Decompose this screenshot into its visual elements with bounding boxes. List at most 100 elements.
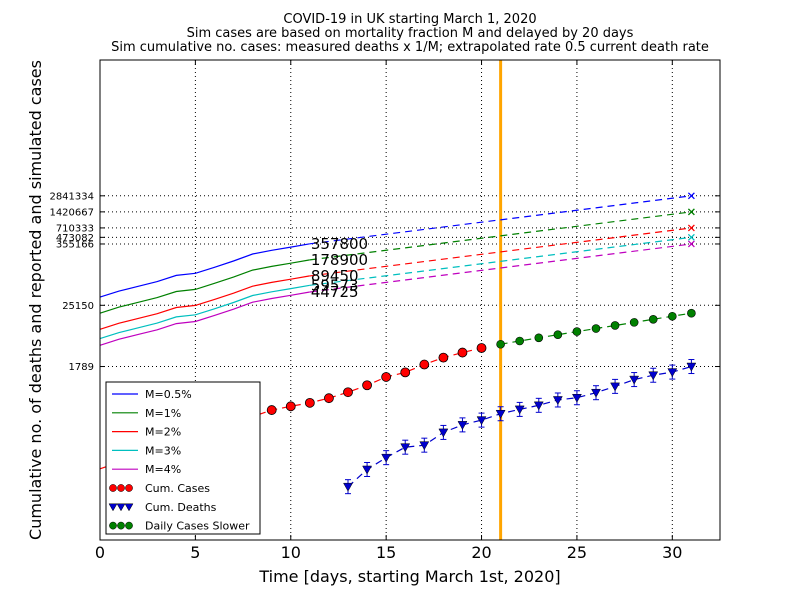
- x-tick-label: 20: [471, 543, 491, 562]
- daily-cases-slower-point: [610, 321, 620, 330]
- legend-label-1: M=0.5%: [145, 388, 192, 401]
- series-end-label-2: 178900: [311, 251, 368, 269]
- series-end-marker-1: [687, 192, 695, 200]
- series-extrapolation-5: [309, 243, 692, 293]
- cum-deaths-point: [457, 421, 468, 430]
- series-end-label-1: 357800: [311, 235, 368, 253]
- plot-frame: [99, 59, 721, 541]
- cum-cases-point: [266, 405, 277, 415]
- daily-cases-slower-point: [668, 311, 677, 321]
- x-axis-ticks: 0 5 10 15 20 25 30: [95, 60, 682, 562]
- legend-marker-cum-deaths: [116, 503, 126, 512]
- legend-label-3: M=2%: [145, 426, 181, 439]
- legend-marker-cum-cases: [109, 484, 117, 492]
- cum-deaths-point: [571, 393, 582, 403]
- x-tick-label: 0: [95, 543, 105, 562]
- legend-marker-cum-deaths: [108, 503, 118, 512]
- cum-cases-point: [343, 387, 353, 398]
- series-extrapolation-3: [309, 227, 692, 277]
- series-line-4: [99, 284, 310, 340]
- title-line-2: Sim cases are based on mortality fractio…: [187, 26, 634, 41]
- series-end-marker-5: [687, 240, 695, 248]
- y-tick-label: 1420667: [49, 207, 94, 218]
- legend-marker-daily-cases-slower: [109, 521, 117, 530]
- daily-cases-slower-point: [629, 318, 639, 327]
- y-tick-label: 473082: [56, 233, 94, 244]
- x-tick-label: 15: [376, 543, 396, 562]
- x-axis-label: Time [days, starting March 1st, 2020]: [258, 567, 560, 586]
- legend-marker-cum-cases: [125, 484, 133, 492]
- legend-label-4: M=3%: [145, 444, 181, 457]
- cum-deaths-point: [343, 482, 353, 492]
- legend-entries: M=0.5% M=1% M=2% M=3% M=4% Cum. Cases Cum. Dea…: [108, 388, 250, 533]
- cum-cases-point: [362, 380, 372, 391]
- daily-cases-slower-point: [591, 324, 601, 333]
- cum-deaths-point: [476, 416, 487, 426]
- title-line-3: Sim cumulative no. cases: measured death…: [111, 40, 709, 55]
- legend-label-2: M=1%: [145, 407, 181, 420]
- legend-box: [105, 381, 261, 535]
- cum-cases-point: [438, 352, 449, 363]
- series-end-marker-3: [687, 224, 695, 232]
- cum-cases-point: [304, 397, 315, 408]
- cum-deaths-point: [514, 405, 525, 415]
- series-end-label-4: 59573: [311, 276, 359, 294]
- daily-cases-slower-point: [515, 336, 524, 346]
- cum-deaths-point: [648, 371, 659, 381]
- legend-marker-cum-deaths: [124, 503, 134, 512]
- cum-cases-point: [324, 393, 334, 404]
- cum-deaths-point: [362, 465, 373, 475]
- series-extrapolation-1: [309, 195, 692, 245]
- x-tick-label: 10: [281, 543, 301, 562]
- daily-cases-slower-point: [687, 308, 696, 318]
- cum-deaths-point: [686, 362, 697, 372]
- marker-layer: [266, 192, 697, 495]
- cum-cases-point: [285, 401, 296, 412]
- legend: M=0.5% M=1% M=2% M=3% M=4% Cum. Cases Cum. Dea…: [105, 381, 261, 535]
- series-end-label-3: 89450: [311, 267, 359, 285]
- y-tick-label: 710333: [56, 223, 94, 234]
- legend-marker-daily-cases-slower: [117, 521, 125, 530]
- daily-cases-slower-point: [553, 330, 563, 339]
- legend-label-cum-deaths: Cum. Deaths: [145, 501, 217, 514]
- legend-label-cum-cases: Cum. Cases: [145, 482, 210, 495]
- cum-deaths-point: [533, 401, 544, 411]
- cum-cases-point: [476, 343, 487, 353]
- cum-cases-point: [457, 347, 468, 358]
- cum-deaths-point: [438, 428, 449, 438]
- cum-deaths-point: [552, 396, 563, 405]
- cum-cases-point: [381, 372, 392, 382]
- cum-deaths-point: [610, 382, 621, 392]
- daily-cases-slower-point: [534, 333, 544, 343]
- y-tick-label: 355166: [56, 239, 94, 250]
- cum-cases-point: [419, 359, 430, 370]
- cum-deaths-point: [381, 453, 392, 463]
- series-line-5: [99, 291, 310, 346]
- series-line-2: [99, 259, 310, 314]
- x-tick-label: 30: [662, 543, 682, 562]
- x-tick-label: 25: [567, 543, 587, 562]
- y-tick-label: 2841334: [49, 191, 94, 202]
- cum-deaths-point: [667, 368, 678, 378]
- legend-label-daily-cases-slower: Daily Cases Slower: [145, 520, 250, 533]
- legend-label-5: M=4%: [145, 463, 181, 476]
- cum-cases-point: [400, 367, 411, 378]
- series-line-1: [99, 243, 310, 298]
- legend-marker-daily-cases-slower: [125, 521, 133, 530]
- legend-marker-cum-cases: [117, 484, 125, 492]
- cum-deaths-point: [419, 441, 430, 451]
- y-tick-label: 1789: [69, 362, 94, 373]
- series-extrapolation-4: [309, 236, 692, 286]
- daily-cases-slower-point: [572, 327, 582, 336]
- series-extrapolation-2: [309, 211, 692, 261]
- chart-title: COVID-19 in UK starting March 1, 2020 Si…: [111, 12, 709, 55]
- series-end-label-5: 44725: [311, 283, 359, 301]
- cum-deaths-point: [495, 409, 506, 419]
- x-tick-label: 5: [190, 543, 200, 562]
- series-end-marker-2: [687, 208, 695, 216]
- cum-deaths-point: [629, 375, 640, 385]
- y-tick-label: 25150: [62, 301, 94, 312]
